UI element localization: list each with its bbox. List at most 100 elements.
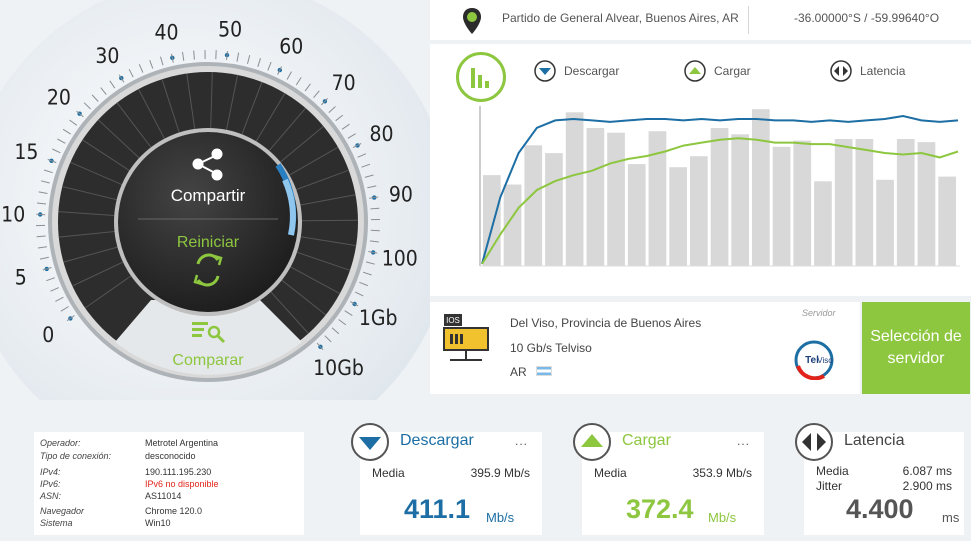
svg-text:Tel: Tel [805,355,819,366]
chart-bar [565,112,584,266]
upload-media-label: Media [594,466,627,480]
gauge-minor-tick [66,315,75,322]
gauge-scale-label: 60 [279,35,303,59]
chart-bar [669,167,687,266]
gauge-scale-label: 5 [15,265,27,289]
gauge-segment-line [226,74,239,130]
map-pin-icon [463,8,481,34]
gauge-segment-line [301,219,359,222]
refresh-icon[interactable] [193,253,223,287]
gauge-minor-tick [47,158,57,164]
server-capacity: 10 Gb/s Telviso [510,341,592,355]
gauge-segment-line [255,92,286,142]
select-server-button[interactable]: Selección de servidor [862,302,970,394]
legend-upload[interactable]: Cargar [684,60,751,82]
gauge-minor-tick [193,50,195,60]
gauge-scale-label: 15 [14,140,38,164]
gauge-minor-tick [247,54,251,65]
info-row: Sistema Win10 [40,518,171,528]
upload-unit: Mb/s [708,510,737,525]
gauge-minor-tick [267,61,272,71]
gauge-minor-tick [160,56,164,66]
download-icon [351,423,389,461]
gauge-segment-line [241,81,263,135]
gauge-minor-tick [69,119,78,126]
telviso-logo: Tel Viso [794,340,834,380]
chart-bar [690,156,708,266]
gauge-minor-tick [52,148,61,154]
chart-bar [917,142,936,266]
legend-latency[interactable]: Latencia [830,60,905,82]
argentina-flag-icon [536,366,552,376]
gauge-segment-line [138,88,165,139]
gauge-segment-line [290,266,341,295]
gauge-minor-tick [57,138,66,144]
gauge-minor-tick [344,310,353,317]
download-card: Descargar ... Media 395.9 Mb/s 411.1 Mb/… [351,423,542,535]
gauge-minor-tick [295,77,302,86]
gauge-minor-tick [369,196,379,199]
server-panel: IOS Del Viso, Provincia de Buenos Aires … [430,302,860,394]
download-icon [534,60,556,82]
gauge-minor-tick [370,207,380,210]
gauge-segments [58,72,359,334]
hub [118,132,298,312]
chart-bar [814,181,832,266]
gauge-scale-label: 80 [369,122,393,146]
latency-value: 4.400 [846,494,914,524]
download-menu[interactable]: ... [514,434,528,448]
gauge-minor-tick [236,52,240,62]
gauge-minor-tick [36,202,47,205]
gauge-minor-tick [324,335,332,343]
gauge-minor-tick [37,246,47,249]
gauge-scale-label: 90 [389,183,413,207]
chart-bar [752,109,770,266]
share-icon[interactable] [192,148,223,181]
upload-icon [684,60,706,82]
gauge-segment-line [281,279,327,316]
server-country: AR [510,365,527,379]
upload-menu[interactable]: ... [736,434,750,448]
gauge-minor-tick [91,94,99,102]
chart-icon[interactable] [456,52,506,102]
chart-bar [524,145,543,266]
gauge-segment-line [72,261,124,287]
latency-icon [795,423,833,461]
compare-wedge[interactable] [115,300,302,375]
location-name: Partido de General Alvear, Buenos Aires,… [502,11,739,25]
download-value: 411.1 [404,494,471,524]
compare-label[interactable]: Comparar [172,352,244,369]
location-bar: Partido de General Alvear, Buenos Aires,… [430,0,971,40]
gauge-minor-tick [352,143,362,149]
gauge-segment-line [63,246,118,263]
speed-chart-panel: Descargar Cargar Latencia [430,44,971,296]
gauge-segment-line [186,73,196,129]
legend-download[interactable]: Descargar [534,60,619,82]
gauge-minor-tick [118,74,125,83]
compare-icon[interactable] [192,322,226,344]
chart-bar [772,146,791,266]
gauge-minor-tick [109,80,116,89]
latency-jitter-label: Jitter [816,479,843,493]
gauge-minor-tick [50,287,59,292]
gauge-minor-tick [36,235,46,238]
upload-line [481,137,959,265]
gauge-minor-tick [170,53,174,63]
gauge-minor-tick [100,87,107,95]
chart-bar [648,131,667,266]
gauge-segment-line [58,211,115,216]
gauge-minor-tick [341,123,350,130]
chart-bar [876,179,894,266]
restart-label[interactable]: Reiniciar [177,234,240,251]
gauge-minor-tick [62,128,71,135]
gauge-minor-tick [331,327,340,335]
chart-bars [483,109,956,266]
gauge-minor-tick [338,319,347,326]
latency-title: Latencia [844,432,905,449]
gauge-segment-line [268,107,306,151]
gauge-minor-tick [362,271,372,276]
download-title: Descargar [400,432,474,449]
share-label[interactable]: Compartir [171,186,246,205]
gauge-minor-tick [277,66,282,75]
download-media: 395.9 Mb/s [470,466,530,480]
